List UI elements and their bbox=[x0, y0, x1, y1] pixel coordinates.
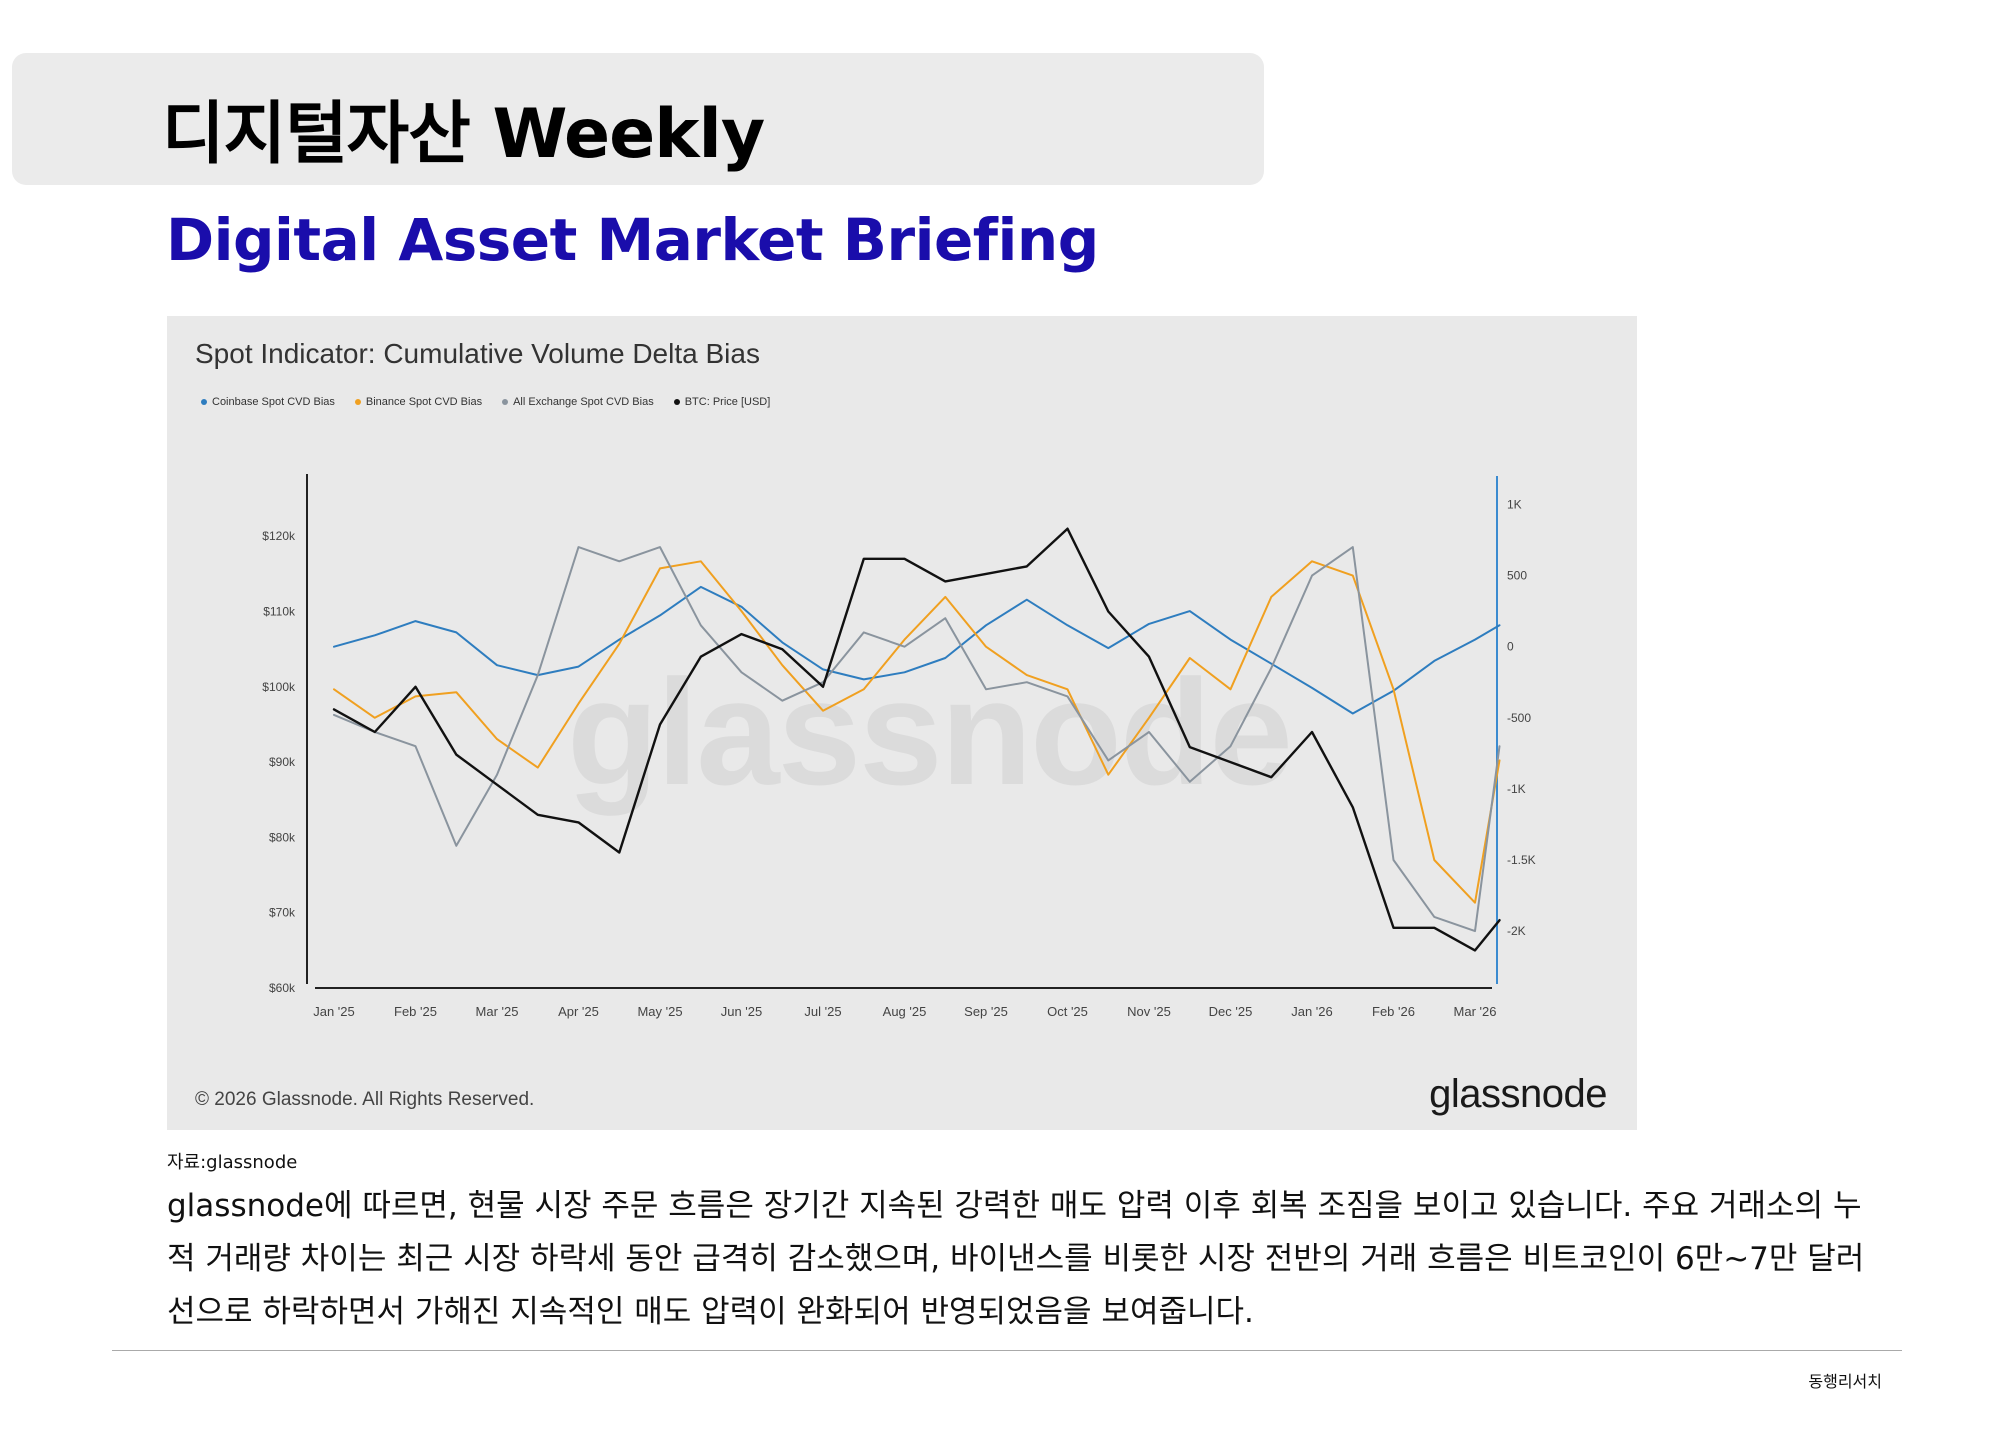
legend-dot-icon bbox=[354, 399, 361, 405]
all-exchange-cvd-line bbox=[333, 546, 1501, 933]
legend-item-all-exchange: All Exchange Spot CVD Bias bbox=[502, 396, 654, 408]
y-left-tick-label: $60k bbox=[269, 981, 296, 995]
source-caption: 자료:glassnode bbox=[167, 1152, 298, 1173]
x-tick-label: Jul '25 bbox=[804, 1004, 841, 1019]
x-tick-label: Nov '25 bbox=[1127, 1004, 1171, 1019]
x-tick-label: Dec '25 bbox=[1209, 1004, 1253, 1019]
y-right-tick-label: -500 bbox=[1507, 711, 1531, 725]
y-left-tick-label: $90k bbox=[269, 755, 296, 769]
legend-dot-icon bbox=[673, 399, 680, 405]
legend-label: All Exchange Spot CVD Bias bbox=[513, 396, 654, 408]
chart-figure: glassnode Spot Indicator: Cumulative Vol… bbox=[167, 316, 1637, 1130]
btc-price-line bbox=[332, 527, 1501, 952]
y-left-tick-label: $70k bbox=[269, 906, 296, 920]
legend-item-coinbase: Coinbase Spot CVD Bias bbox=[201, 396, 335, 408]
x-tick-label: Jun '25 bbox=[721, 1004, 763, 1019]
footer-divider bbox=[112, 1350, 1902, 1351]
title-banner bbox=[12, 53, 1264, 185]
x-tick-label: May '25 bbox=[637, 1004, 682, 1019]
legend-label: Coinbase Spot CVD Bias bbox=[212, 396, 335, 408]
x-tick-label: Oct '25 bbox=[1047, 1004, 1088, 1019]
x-tick-label: Jan '25 bbox=[313, 1004, 355, 1019]
page-subtitle: Digital Asset Market Briefing bbox=[166, 206, 1099, 274]
x-tick-label: Mar '26 bbox=[1454, 1004, 1497, 1019]
y-right-tick-label: 1K bbox=[1507, 497, 1522, 511]
y-left-tick-label: $110k bbox=[263, 605, 296, 619]
x-tick-label: Feb '26 bbox=[1372, 1004, 1415, 1019]
body-paragraph: glassnode에 따르면, 현물 시장 주문 흐름은 장기간 지속된 강력한… bbox=[167, 1188, 1865, 1330]
coinbase-cvd-line bbox=[333, 585, 1501, 715]
y-right-tick-label: -1.5K bbox=[1507, 853, 1536, 867]
x-tick-label: Mar '25 bbox=[476, 1004, 519, 1019]
legend-dot-icon bbox=[201, 399, 207, 405]
page-title: 디지털자산 Weekly bbox=[162, 95, 765, 174]
legend-label: Binance Spot CVD Bias bbox=[365, 396, 483, 408]
legend-label: BTC: Price [USD] bbox=[684, 396, 771, 408]
x-tick-label: Aug '25 bbox=[883, 1004, 927, 1019]
y-left-tick-label: $80k bbox=[269, 830, 296, 844]
legend-item-btc-price: BTC: Price [USD] bbox=[673, 396, 771, 408]
y-right-tick-label: -1K bbox=[1507, 782, 1526, 796]
y-right-tick-label: -2K bbox=[1507, 924, 1526, 938]
y-left-tick-label: $100k bbox=[262, 680, 296, 694]
x-tick-label: Feb '25 bbox=[394, 1004, 437, 1019]
footer-brand: 동행리서치 bbox=[1808, 1372, 1882, 1391]
chart-copyright: © 2026 Glassnode. All Rights Reserved. bbox=[195, 1089, 535, 1110]
x-tick-label: Apr '25 bbox=[558, 1004, 599, 1019]
y-left-tick-label: $120k bbox=[262, 529, 296, 543]
legend-dot-icon bbox=[502, 399, 509, 405]
y-right-tick-label: 0 bbox=[1507, 640, 1514, 654]
chart-legend: Coinbase Spot CVD Bias Binance Spot CVD … bbox=[201, 396, 770, 408]
chart-title: Spot Indicator: Cumulative Volume Delta … bbox=[195, 338, 760, 369]
x-tick-label: Jan '26 bbox=[1291, 1004, 1333, 1019]
chart-plot: $120k $110k $100k $90k $80k $70k $60k 1K 500 0 -50… bbox=[262, 474, 1536, 1019]
y-right-tick-label: 500 bbox=[1507, 569, 1527, 583]
binance-cvd-line bbox=[333, 560, 1501, 904]
legend-item-binance: Binance Spot CVD Bias bbox=[354, 396, 483, 408]
x-tick-label: Sep '25 bbox=[964, 1004, 1008, 1019]
glassnode-logo: glassnode bbox=[1429, 1072, 1607, 1116]
